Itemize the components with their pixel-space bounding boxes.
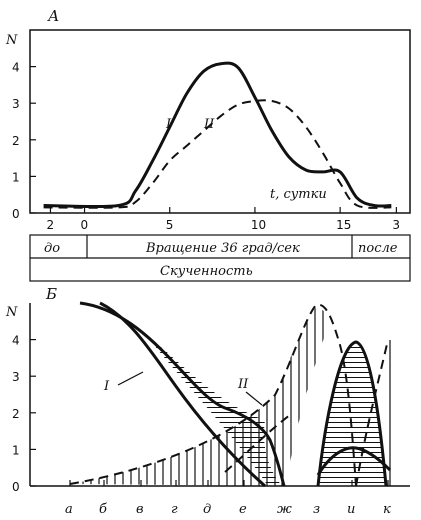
- panel-a-ytick-label: 0: [12, 207, 20, 221]
- panel-a-series: [43, 61, 392, 209]
- panel-b-ylabel: N: [5, 305, 18, 320]
- crowding-label: Скученность: [160, 264, 253, 279]
- panel-a-xtick-label: 2: [46, 218, 54, 232]
- panel-a-xlabel: t, сутки: [270, 187, 327, 202]
- pointer-II: [245, 391, 263, 406]
- panel-a-ytick-label: 2: [12, 134, 20, 148]
- panel-a-ytick-label: 3: [12, 97, 20, 111]
- pointer-I: [117, 371, 144, 386]
- series-label-I: I: [165, 117, 172, 132]
- panel-a-label: А: [47, 7, 59, 25]
- panel-b-xtick-label: е: [239, 502, 247, 517]
- panel-b-curve-I-upper: [79, 301, 286, 487]
- panel-b-xtick-label: б: [99, 502, 107, 517]
- panel-a-xtick-label: 0: [81, 218, 89, 232]
- panel-b-series-II: II: [237, 377, 249, 392]
- panel-b-series-I: I: [103, 379, 110, 394]
- panel-b-xtick-label: к: [383, 502, 391, 517]
- panel-b-curve-II: [69, 303, 357, 487]
- series-label-II: II: [203, 117, 215, 132]
- panel-b-xtick-label: г: [171, 502, 178, 517]
- panel-a-series-I: [43, 61, 392, 209]
- panel-b-curve-II-right: [355, 339, 389, 487]
- panel-a-ytick-label: 1: [12, 170, 20, 184]
- panel-a-frame: [29, 29, 411, 214]
- panel-b-label: Б: [45, 285, 57, 303]
- panel-b-xtick-label: з: [313, 502, 320, 517]
- panel-b-ytick-label: 1: [12, 443, 20, 457]
- panel-b-ytick-label: 3: [12, 370, 20, 384]
- panel-b-curve-II-lower: [224, 414, 291, 473]
- panel-b-curve-I-small: [316, 446, 392, 476]
- panel-a-x-ticks: 2 0 5 10 15 3: [46, 207, 400, 232]
- phase-before: до: [44, 241, 60, 256]
- area-I-hump: [318, 342, 386, 486]
- panel-b-ytick-label: 2: [12, 407, 20, 421]
- panel-b-curve-I-lower: [99, 301, 266, 488]
- panel-a-xtick-label: 3: [392, 218, 400, 232]
- panel-a-xtick-label: 5: [166, 218, 174, 232]
- panel-a-xtick-label: 15: [336, 218, 351, 232]
- panel-b-curve-I-hump: [316, 340, 388, 487]
- phase-after: после: [358, 241, 398, 256]
- phase-rotation: Вращение 36 град/сек: [145, 241, 300, 256]
- area-I-fall: [80, 303, 282, 486]
- panel-a-series-II: [43, 99, 392, 209]
- panel-b-xtick-label: д: [203, 502, 211, 517]
- panel-b-xtick-label: а: [65, 502, 73, 517]
- panel-b-xtick-label: в: [136, 502, 144, 517]
- panel-a-xtick-label: 10: [251, 218, 266, 232]
- panel-b-y-ticks: 0 1 2 3 4: [12, 334, 36, 494]
- panel-b-ytick-label: 0: [12, 480, 20, 494]
- panel-b-xtick-label: и: [347, 502, 355, 517]
- panel-a-ylabel: N: [5, 33, 18, 48]
- area-II-rise: [70, 305, 330, 486]
- panel-b-xtick-label: ж: [277, 502, 292, 517]
- panel-b-ytick-label: 4: [12, 334, 20, 348]
- panel-a-ytick-label: 4: [12, 61, 20, 75]
- panel-a-y-ticks: 0 1 2 3 4: [12, 61, 36, 221]
